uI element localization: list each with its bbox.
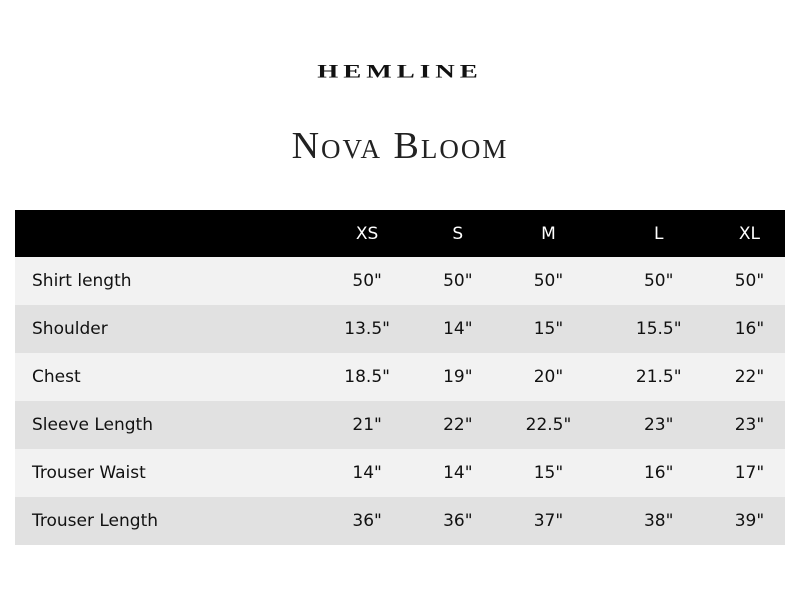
measurement-cell: 50" (312, 257, 423, 305)
measurement-cell: 17" (713, 449, 785, 497)
table-row: Shoulder 13.5" 14" 15" 15.5" 16" (15, 305, 785, 353)
measurement-cell: 14" (422, 305, 494, 353)
table-row: Trouser Length 36" 36" 37" 38" 39" (15, 497, 785, 545)
measurement-cell: 21.5" (603, 353, 714, 401)
measurement-cell: 50" (422, 257, 494, 305)
table-row: Sleeve Length 21" 22" 22.5" 23" 23" (15, 401, 785, 449)
row-label: Shoulder (15, 305, 312, 353)
header-cell: L (603, 210, 714, 257)
header-cell (15, 210, 312, 257)
header-cell: M (493, 210, 604, 257)
header-row: XS S M L XL (15, 210, 785, 257)
measurement-cell: 16" (603, 449, 714, 497)
brand-logo: HEMLINE (317, 60, 483, 82)
table-row: Shirt length 50" 50" 50" 50" 50" (15, 257, 785, 305)
size-chart-table: XS S M L XL Shirt length 50" 50" 50" 50" 50" S… (15, 210, 785, 545)
measurement-cell: 50" (713, 257, 785, 305)
measurement-cell: 22" (713, 353, 785, 401)
header-cell: XS (312, 210, 423, 257)
measurement-cell: 23" (713, 401, 785, 449)
measurement-cell: 15" (493, 305, 604, 353)
measurement-cell: 23" (603, 401, 714, 449)
product-title: Nova Bloom (291, 125, 509, 167)
measurement-cell: 15.5" (603, 305, 714, 353)
measurement-cell: 36" (422, 497, 494, 545)
measurement-cell: 14" (312, 449, 423, 497)
measurement-cell: 13.5" (312, 305, 423, 353)
measurement-cell: 50" (493, 257, 604, 305)
table-row: Chest 18.5" 19" 20" 21.5" 22" (15, 353, 785, 401)
row-label: Trouser Length (15, 497, 312, 545)
measurement-cell: 14" (422, 449, 494, 497)
measurement-cell: 18.5" (312, 353, 423, 401)
measurement-cell: 19" (422, 353, 494, 401)
row-label: Trouser Waist (15, 449, 312, 497)
row-label: Shirt length (15, 257, 312, 305)
row-label: Sleeve Length (15, 401, 312, 449)
measurement-cell: 16" (713, 305, 785, 353)
measurement-cell: 22.5" (493, 401, 604, 449)
measurement-cell: 36" (312, 497, 423, 545)
header-cell: XL (713, 210, 785, 257)
header-cell: S (422, 210, 494, 257)
measurement-cell: 21" (312, 401, 423, 449)
measurement-cell: 38" (603, 497, 714, 545)
measurement-cell: 50" (603, 257, 714, 305)
measurement-cell: 20" (493, 353, 604, 401)
measurement-cell: 37" (493, 497, 604, 545)
row-label: Chest (15, 353, 312, 401)
measurement-cell: 22" (422, 401, 494, 449)
table-row: Trouser Waist 14" 14" 15" 16" 17" (15, 449, 785, 497)
measurement-cell: 15" (493, 449, 604, 497)
measurement-cell: 39" (713, 497, 785, 545)
